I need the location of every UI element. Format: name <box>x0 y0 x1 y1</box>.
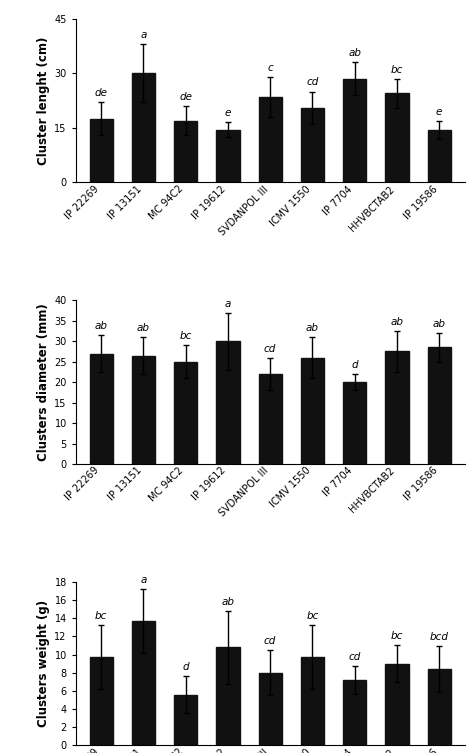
Bar <box>216 130 239 182</box>
Y-axis label: Cluster lenght (cm): Cluster lenght (cm) <box>37 36 50 165</box>
Y-axis label: Clusters weight (g): Clusters weight (g) <box>37 600 50 727</box>
Text: ab: ab <box>137 323 150 333</box>
Text: a: a <box>140 575 146 585</box>
Bar <box>174 120 197 182</box>
Bar <box>385 352 409 464</box>
Y-axis label: Clusters diameter (mm): Clusters diameter (mm) <box>37 303 50 461</box>
Bar <box>258 374 282 464</box>
Bar <box>343 79 366 182</box>
Text: cd: cd <box>264 343 276 353</box>
Bar <box>174 361 197 464</box>
Text: bc: bc <box>391 65 403 75</box>
Text: ab: ab <box>391 317 403 327</box>
Text: d: d <box>182 663 189 672</box>
Bar <box>428 669 451 745</box>
Text: ab: ab <box>221 597 235 607</box>
Bar <box>258 97 282 182</box>
Bar <box>301 657 324 745</box>
Text: c: c <box>267 63 273 73</box>
Bar <box>132 621 155 745</box>
Text: cd: cd <box>306 78 319 87</box>
Text: bcd: bcd <box>429 633 449 642</box>
Text: bc: bc <box>306 611 319 621</box>
Text: bc: bc <box>391 631 403 642</box>
Bar <box>132 73 155 182</box>
Bar <box>90 657 113 745</box>
Bar <box>343 383 366 464</box>
Text: de: de <box>95 88 108 99</box>
Text: ab: ab <box>348 48 361 59</box>
Text: ab: ab <box>433 319 446 329</box>
Text: a: a <box>225 298 231 309</box>
Bar <box>216 341 239 464</box>
Bar <box>428 347 451 464</box>
Text: d: d <box>351 360 358 370</box>
Bar <box>132 355 155 464</box>
Text: e: e <box>436 107 442 117</box>
Bar <box>385 663 409 745</box>
Text: a: a <box>140 30 146 40</box>
Bar <box>343 680 366 745</box>
Text: bc: bc <box>95 611 108 621</box>
Text: e: e <box>225 108 231 118</box>
Text: ab: ab <box>95 321 108 331</box>
Text: bc: bc <box>180 331 192 341</box>
Bar <box>301 108 324 182</box>
Bar <box>216 648 239 745</box>
Text: cd: cd <box>348 652 361 663</box>
Bar <box>90 119 113 182</box>
Text: cd: cd <box>264 636 276 646</box>
Bar <box>258 672 282 745</box>
Bar <box>428 130 451 182</box>
Bar <box>90 353 113 464</box>
Text: de: de <box>179 92 192 102</box>
Bar <box>301 358 324 464</box>
Bar <box>385 93 409 182</box>
Text: ab: ab <box>306 323 319 333</box>
Bar <box>174 694 197 745</box>
